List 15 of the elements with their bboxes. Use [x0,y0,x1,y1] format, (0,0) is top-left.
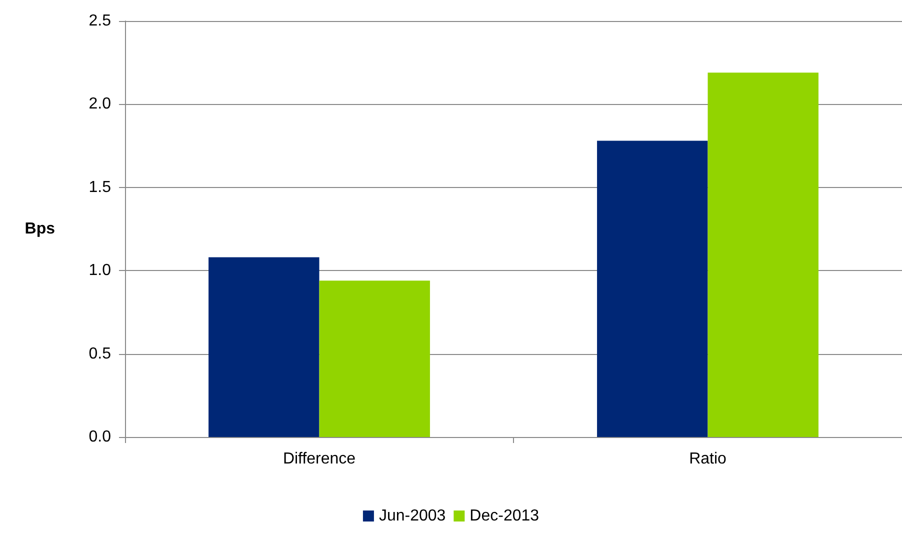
bar [319,280,430,437]
x-tick-label: Ratio [689,450,727,468]
y-tick-label: 1.0 [88,262,112,280]
y-tick-label: 2.5 [88,12,112,30]
x-tick-label: Difference [282,450,356,468]
legend-label: Dec-2013 [470,508,540,524]
bar [597,140,708,437]
y-axis-title: Bps [24,220,56,238]
y-tick-label: 0.5 [88,345,112,362]
bar [208,257,320,437]
y-tick-label: 0.0 [88,428,112,446]
legend-label: Jun-2003 [378,508,446,524]
y-tick-label: 2.0 [88,96,112,113]
bar [708,72,818,437]
y-tick-label: 1.5 [88,178,112,196]
